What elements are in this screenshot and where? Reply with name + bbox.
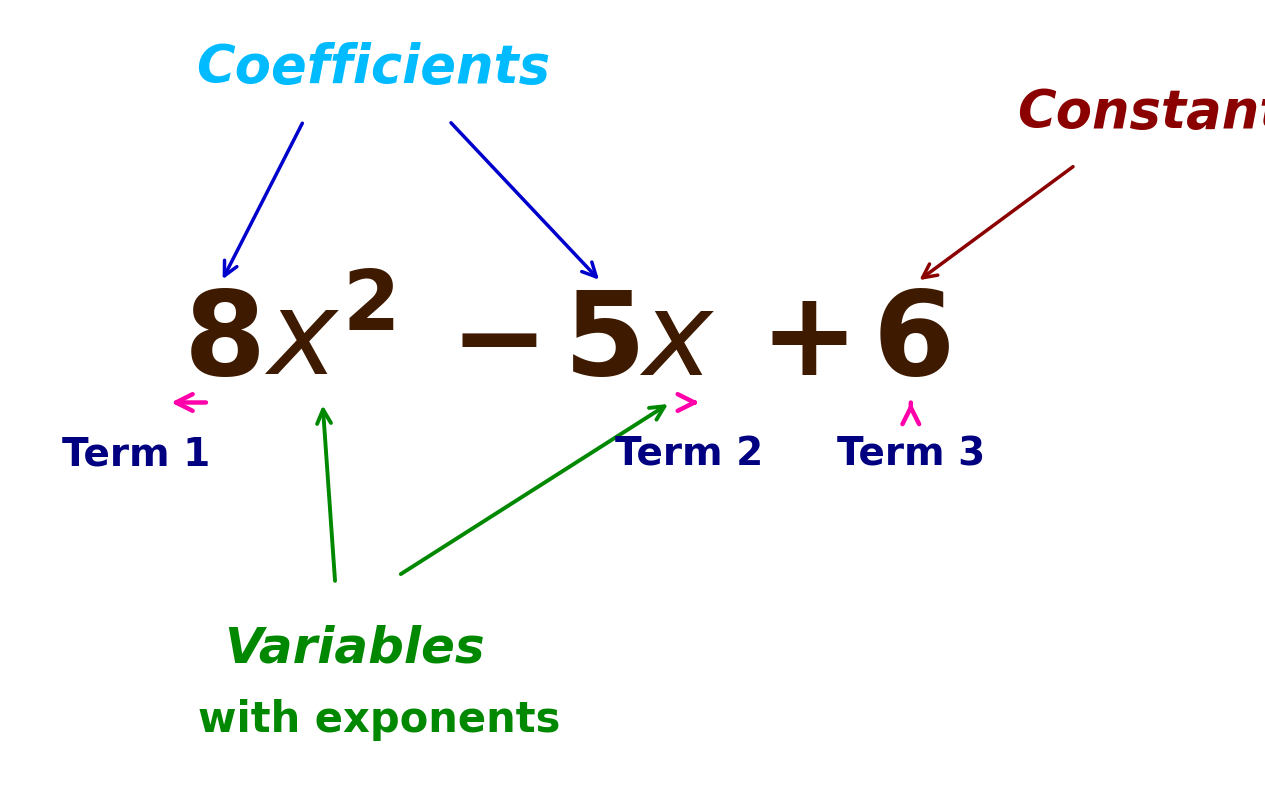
Text: $\mathbf{+}$: $\mathbf{+}$ [759,285,848,399]
Text: $\mathbf{8}$: $\mathbf{8}$ [183,285,259,399]
Text: $\mathit{x}$: $\mathit{x}$ [639,285,715,399]
Text: $\mathbf{6}$: $\mathbf{6}$ [872,285,950,399]
Text: $\mathbf{5}$: $\mathbf{5}$ [563,285,639,399]
Text: $\mathbf{-}$: $\mathbf{-}$ [449,285,538,399]
Text: Constant: Constant [1017,87,1265,138]
Text: Term 3: Term 3 [836,436,985,474]
Text: Coefficients: Coefficients [196,43,550,94]
Text: Term 2: Term 2 [615,436,764,474]
Text: Term 1: Term 1 [62,436,211,474]
Text: Variables: Variables [224,624,484,672]
Text: $\mathit{x}^{\mathbf{2}}$: $\mathit{x}^{\mathbf{2}}$ [263,285,395,399]
Text: with exponents: with exponents [199,700,560,741]
